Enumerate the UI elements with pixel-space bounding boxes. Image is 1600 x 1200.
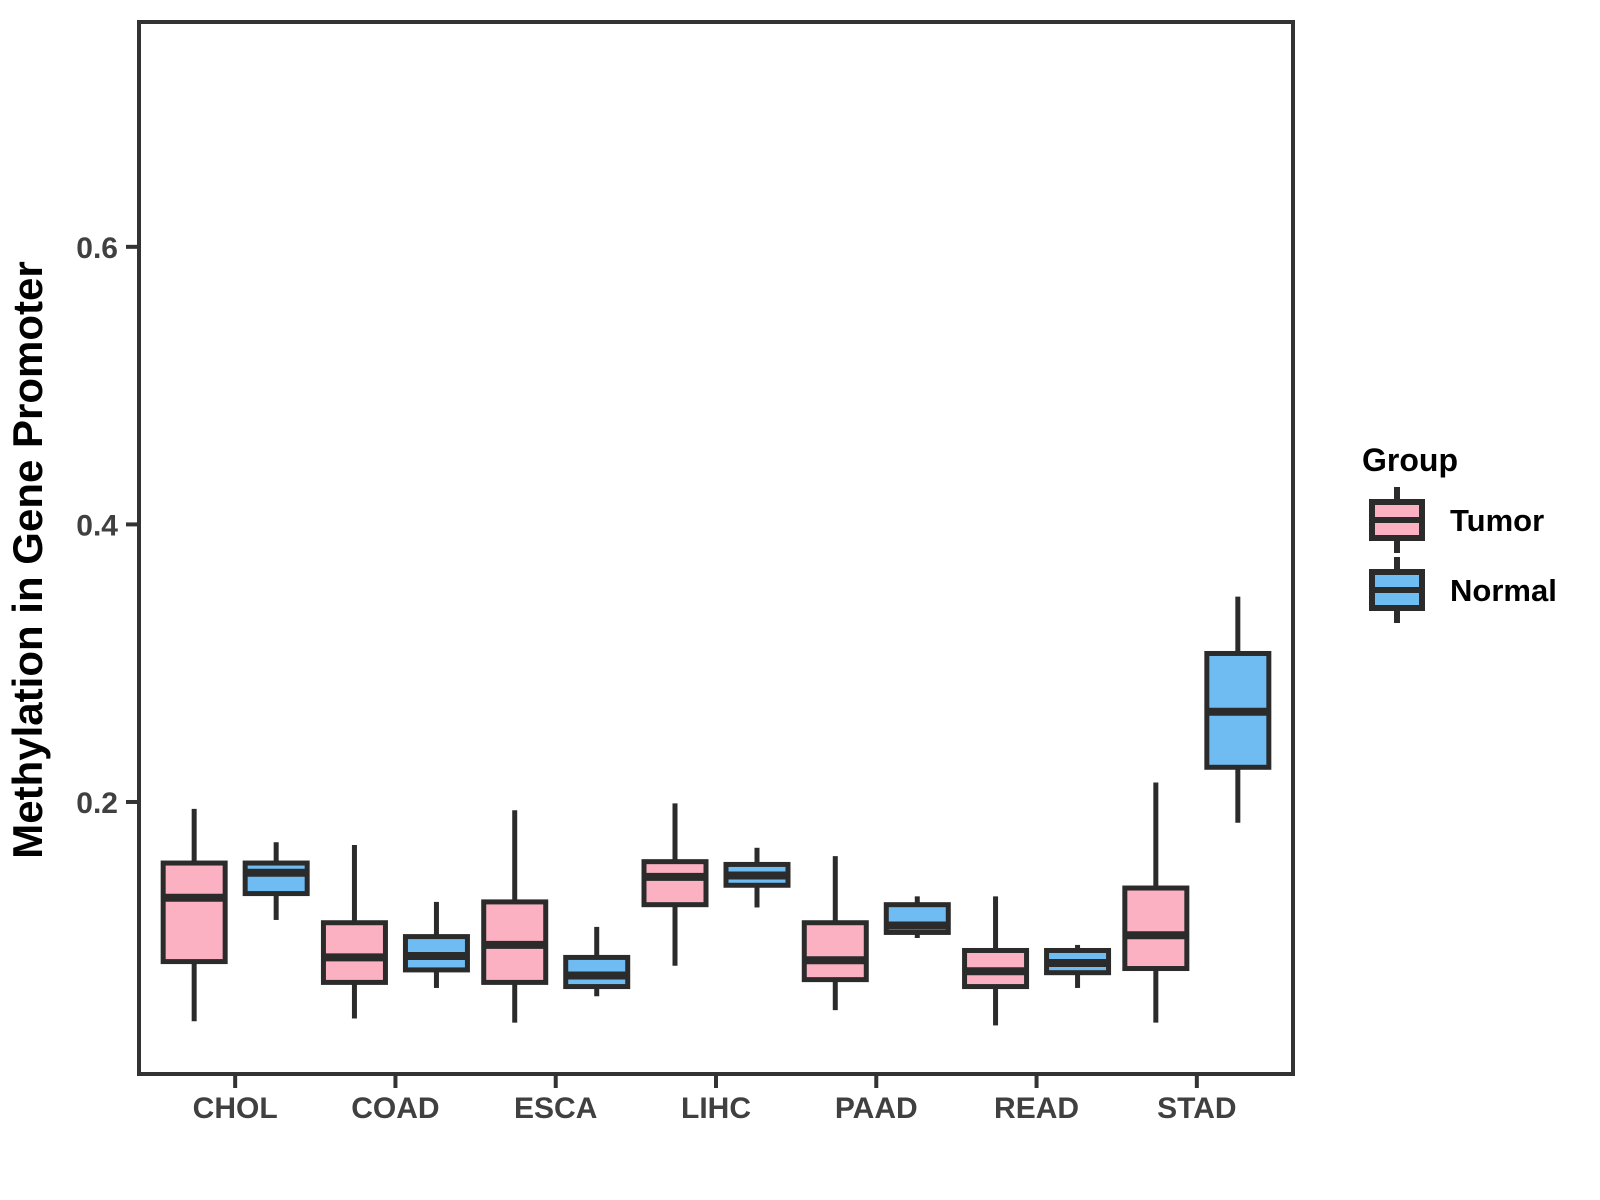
legend: Group Tumor Normal <box>1338 440 1588 624</box>
panel-border <box>137 20 1295 1076</box>
box-tumor-PAAD <box>801 920 869 983</box>
tumor-boxplot-key-icon <box>1369 487 1425 553</box>
x-tick-label-STAD: STAD <box>1157 1092 1236 1125</box>
normal-boxplot-key-icon <box>1369 557 1425 623</box>
box-tumor-CHOL <box>160 860 228 965</box>
box-tumor-COAD <box>320 920 388 985</box>
box-normal-CHOL <box>242 860 310 897</box>
plot-panel: 0.2 0.4 0.6 CHOL COAD ESCA LIHC PAAD READ STAD <box>76 20 1295 1125</box>
box-tumor-STAD <box>1122 885 1190 972</box>
x-tick-label-PAAD: PAAD <box>835 1092 918 1125</box>
x-tick-label-LIHC: LIHC <box>681 1092 751 1125</box>
y-axis-title: Methylation in Gene Promoter <box>4 261 51 858</box>
legend-item-normal: Normal <box>1368 556 1588 624</box>
x-tick-label-READ: READ <box>994 1092 1079 1125</box>
y-tick-label-0.4: 0.4 <box>76 509 118 542</box>
legend-item-tumor: Tumor <box>1368 486 1588 554</box>
y-tick-label-0.6: 0.6 <box>76 232 118 265</box>
x-tick-label-CHOL: CHOL <box>193 1092 278 1125</box>
legend-label-normal: Normal <box>1450 572 1557 608</box>
legend-title: Group <box>1362 442 1458 478</box>
box-tumor-LIHC <box>641 859 709 908</box>
x-tick-label-COAD: COAD <box>351 1092 439 1125</box>
y-tick-label-0.2: 0.2 <box>76 787 118 820</box>
legend-label-tumor: Tumor <box>1450 502 1545 538</box>
x-tick-label-ESCA: ESCA <box>514 1092 597 1125</box>
